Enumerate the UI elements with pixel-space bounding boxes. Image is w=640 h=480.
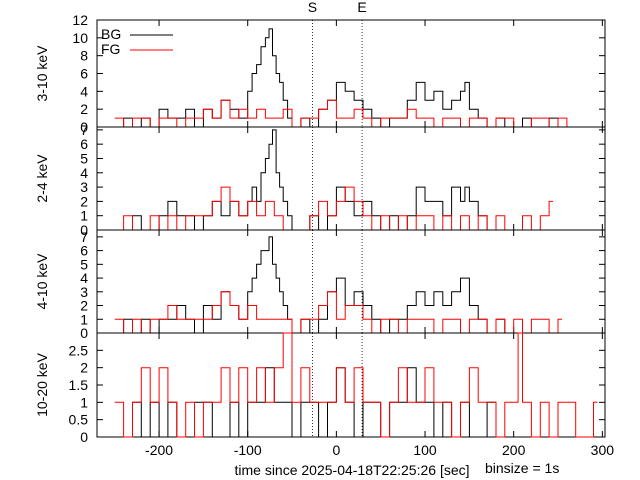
y-tick-label: 8 <box>80 48 88 64</box>
y-tick-label: 6 <box>80 243 88 259</box>
x-axis-title: time since 2025-04-18T22:25:26 [sec] <box>234 462 469 478</box>
y-tick-label: 6 <box>80 136 88 152</box>
y-tick-label: 2 <box>80 298 88 314</box>
y-tick-label: 7 <box>80 229 88 245</box>
y-tick-label: 4 <box>80 270 88 286</box>
y-tick-label: 2.5 <box>69 342 89 358</box>
y-tick-label: 6 <box>80 66 88 82</box>
panel-3: 00.5 11.52 2.5 10-20 keV <box>34 332 606 445</box>
y-tick-label: 2 <box>80 193 88 209</box>
y-tick-label: 3 <box>80 179 88 195</box>
series-line-fg <box>114 99 571 128</box>
y-tick-label: 3 <box>80 284 88 300</box>
y-tick-label: 4 <box>80 83 88 99</box>
y-tick-label: 0 <box>80 429 88 445</box>
x-tick-label: -200 <box>145 442 173 458</box>
y-tick-label: 0 <box>80 325 88 341</box>
x-tick-label: -100 <box>234 442 262 458</box>
y-tick-label: 1 <box>80 208 88 224</box>
y-tick-label: 2 <box>80 360 88 376</box>
y-tick-label: 1 <box>80 311 88 327</box>
series-line-fg <box>114 332 598 438</box>
marker-label-e: E <box>357 0 366 15</box>
y-tick-label: 1.5 <box>69 377 89 393</box>
y-tick-label: 1 <box>80 394 88 410</box>
series-line-bg <box>114 129 518 231</box>
y-axis-title: 3-10 keV <box>34 45 50 102</box>
y-tick-label: 0 <box>80 222 88 238</box>
y-axis-title: 2-4 keV <box>34 154 50 203</box>
y-tick-label: 5 <box>80 150 88 166</box>
series-line-fg <box>114 186 554 231</box>
y-tick-label: 0.5 <box>69 412 89 428</box>
y-tick-label: 7 <box>80 122 88 138</box>
x-axis: -200 -100 0 100 200 300 <box>145 442 614 458</box>
x-tick-label: 100 <box>413 442 437 458</box>
y-axis-title: 4-10 keV <box>34 253 50 310</box>
series-line-fg <box>114 291 562 334</box>
legend-label-bg: BG <box>101 26 121 42</box>
legend-label-fg: FG <box>101 41 120 57</box>
y-tick-label: 10 <box>72 30 88 46</box>
y-tick-label: 5 <box>80 256 88 272</box>
y-tick-label: 12 <box>72 12 88 28</box>
marker-labels: S E <box>308 0 367 15</box>
x-tick-label: 0 <box>332 442 340 458</box>
y-tick-label: 2 <box>80 101 88 117</box>
binsize-label: binsize = 1s <box>485 460 559 476</box>
x-tick-label: 200 <box>502 442 526 458</box>
legend: BG FG <box>101 26 173 57</box>
y-tick-label: 0 <box>80 119 88 135</box>
marker-label-s: S <box>308 0 317 15</box>
y-tick-label: 4 <box>80 165 88 181</box>
panel-0: 0 2 46 8 10 12 3-10 keV <box>34 12 606 135</box>
y-axis-title: 10-20 keV <box>34 352 50 416</box>
x-tick-label: 300 <box>591 442 615 458</box>
